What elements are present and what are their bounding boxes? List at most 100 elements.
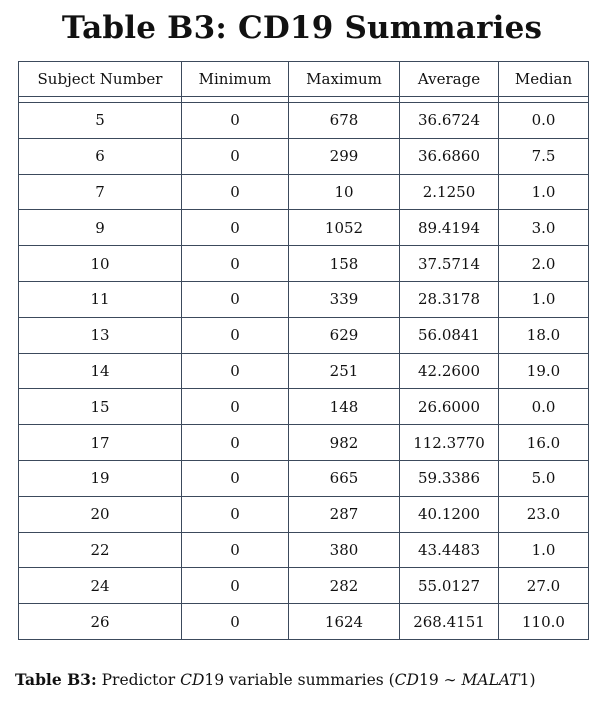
cell-average: 112.3770 bbox=[399, 424, 499, 461]
cell-maximum: 10 bbox=[288, 173, 400, 211]
cell-maximum: 299 bbox=[288, 137, 400, 175]
cell-maximum: 1052 bbox=[288, 209, 400, 247]
cell-average: 43.4483 bbox=[399, 531, 499, 569]
table-row: 20 0 287 40.1200 23.0 bbox=[18, 495, 589, 533]
table-row: 13 0 629 56.0841 18.0 bbox=[18, 316, 589, 354]
cell-median: 1.0 bbox=[498, 173, 589, 211]
cell-average: 55.0127 bbox=[399, 567, 499, 605]
cell-minimum: 0 bbox=[181, 173, 289, 211]
cell-median: 23.0 bbox=[498, 495, 589, 533]
cell-minimum: 0 bbox=[181, 316, 289, 354]
table-row: 5 0 678 36.6724 0.0 bbox=[18, 102, 589, 139]
cell-median: 3.0 bbox=[498, 209, 589, 247]
table-row: 19 0 665 59.3386 5.0 bbox=[18, 459, 589, 497]
cell-average: 36.6724 bbox=[399, 102, 499, 139]
table-row: 11 0 339 28.3178 1.0 bbox=[18, 280, 589, 318]
cell-average: 36.6860 bbox=[399, 137, 499, 175]
cell-minimum: 0 bbox=[181, 280, 289, 318]
cell-minimum: 0 bbox=[181, 209, 289, 247]
header-median: Median bbox=[498, 61, 589, 97]
cell-median: 19.0 bbox=[498, 352, 589, 390]
cell-subject-number: 20 bbox=[18, 495, 182, 533]
cell-maximum: 982 bbox=[288, 424, 400, 461]
cell-subject-number: 17 bbox=[18, 424, 182, 461]
table-row: 15 0 148 26.6000 0.0 bbox=[18, 388, 589, 426]
caption-math-cd: CD bbox=[180, 671, 205, 689]
cell-maximum: 339 bbox=[288, 280, 400, 318]
cell-median: 0.0 bbox=[498, 102, 589, 139]
table-row: 14 0 251 42.2600 19.0 bbox=[18, 352, 589, 390]
table-row: 9 0 1052 89.4194 3.0 bbox=[18, 209, 589, 247]
cell-subject-number: 26 bbox=[18, 603, 182, 640]
table-row: 10 0 158 37.5714 2.0 bbox=[18, 245, 589, 282]
cell-minimum: 0 bbox=[181, 137, 289, 175]
cell-minimum: 0 bbox=[181, 388, 289, 426]
table-row: 24 0 282 55.0127 27.0 bbox=[18, 567, 589, 605]
cell-maximum: 148 bbox=[288, 388, 400, 426]
header-maximum: Maximum bbox=[288, 61, 400, 97]
cell-average: 89.4194 bbox=[399, 209, 499, 247]
cell-subject-number: 14 bbox=[18, 352, 182, 390]
cell-subject-number: 6 bbox=[18, 137, 182, 175]
cell-subject-number: 7 bbox=[18, 173, 182, 211]
cell-median: 110.0 bbox=[498, 603, 589, 640]
cell-maximum: 629 bbox=[288, 316, 400, 354]
caption-text: Predictor bbox=[96, 671, 181, 689]
cell-minimum: 0 bbox=[181, 531, 289, 569]
header-minimum: Minimum bbox=[181, 61, 289, 97]
table-caption: Table B3: Predictor CD19 variable summar… bbox=[15, 669, 595, 691]
cell-median: 2.0 bbox=[498, 245, 589, 282]
cell-average: 56.0841 bbox=[399, 316, 499, 354]
cell-maximum: 380 bbox=[288, 531, 400, 569]
cell-average: 40.1200 bbox=[399, 495, 499, 533]
cell-average: 268.4151 bbox=[399, 603, 499, 640]
cell-minimum: 0 bbox=[181, 495, 289, 533]
cell-subject-number: 19 bbox=[18, 459, 182, 497]
cell-maximum: 287 bbox=[288, 495, 400, 533]
table-body: 5 0 678 36.6724 0.0 6 0 299 36.6860 7.5 7 0 10 2.1250… bbox=[18, 102, 589, 640]
cell-average: 42.2600 bbox=[399, 352, 499, 390]
cell-average: 59.3386 bbox=[399, 459, 499, 497]
table-row: 17 0 982 112.3770 16.0 bbox=[18, 424, 589, 461]
cell-subject-number: 9 bbox=[18, 209, 182, 247]
cell-average: 37.5714 bbox=[399, 245, 499, 282]
cell-median: 18.0 bbox=[498, 316, 589, 354]
caption-text: 19 variable summaries ( bbox=[204, 671, 395, 689]
cell-average: 2.1250 bbox=[399, 173, 499, 211]
caption-math-cd: CD bbox=[394, 671, 419, 689]
cell-minimum: 0 bbox=[181, 245, 289, 282]
table-row: 6 0 299 36.6860 7.5 bbox=[18, 137, 589, 175]
header-average: Average bbox=[399, 61, 499, 97]
cell-subject-number: 10 bbox=[18, 245, 182, 282]
cell-minimum: 0 bbox=[181, 352, 289, 390]
cell-median: 0.0 bbox=[498, 388, 589, 426]
table-header: Subject Number Minimum Maximum Average M… bbox=[18, 61, 589, 103]
cell-average: 26.6000 bbox=[399, 388, 499, 426]
caption-math-malat: MALAT bbox=[461, 671, 520, 689]
cell-subject-number: 13 bbox=[18, 316, 182, 354]
cell-median: 16.0 bbox=[498, 424, 589, 461]
cell-minimum: 0 bbox=[181, 102, 289, 139]
cell-minimum: 0 bbox=[181, 424, 289, 461]
header-row: Subject Number Minimum Maximum Average M… bbox=[18, 61, 589, 97]
caption-text: 19 ∼ bbox=[418, 671, 462, 689]
caption-label: Table B3: bbox=[15, 670, 97, 689]
cell-subject-number: 15 bbox=[18, 388, 182, 426]
cell-median: 7.5 bbox=[498, 137, 589, 175]
header-separator bbox=[18, 96, 589, 103]
cell-maximum: 665 bbox=[288, 459, 400, 497]
cell-average: 28.3178 bbox=[399, 280, 499, 318]
header-subject-number: Subject Number bbox=[18, 61, 182, 97]
table-row: 7 0 10 2.1250 1.0 bbox=[18, 173, 589, 211]
cell-subject-number: 5 bbox=[18, 102, 182, 139]
cell-minimum: 0 bbox=[181, 459, 289, 497]
summary-table-container: Subject Number Minimum Maximum Average M… bbox=[18, 61, 589, 640]
caption-text: 1) bbox=[519, 671, 536, 689]
summary-table: Subject Number Minimum Maximum Average M… bbox=[18, 61, 589, 640]
cell-median: 27.0 bbox=[498, 567, 589, 605]
cell-maximum: 282 bbox=[288, 567, 400, 605]
cell-minimum: 0 bbox=[181, 603, 289, 640]
page-title: Table B3: CD19 Summaries bbox=[61, 10, 543, 46]
cell-median: 1.0 bbox=[498, 280, 589, 318]
table-row: 26 0 1624 268.4151 110.0 bbox=[18, 603, 589, 640]
